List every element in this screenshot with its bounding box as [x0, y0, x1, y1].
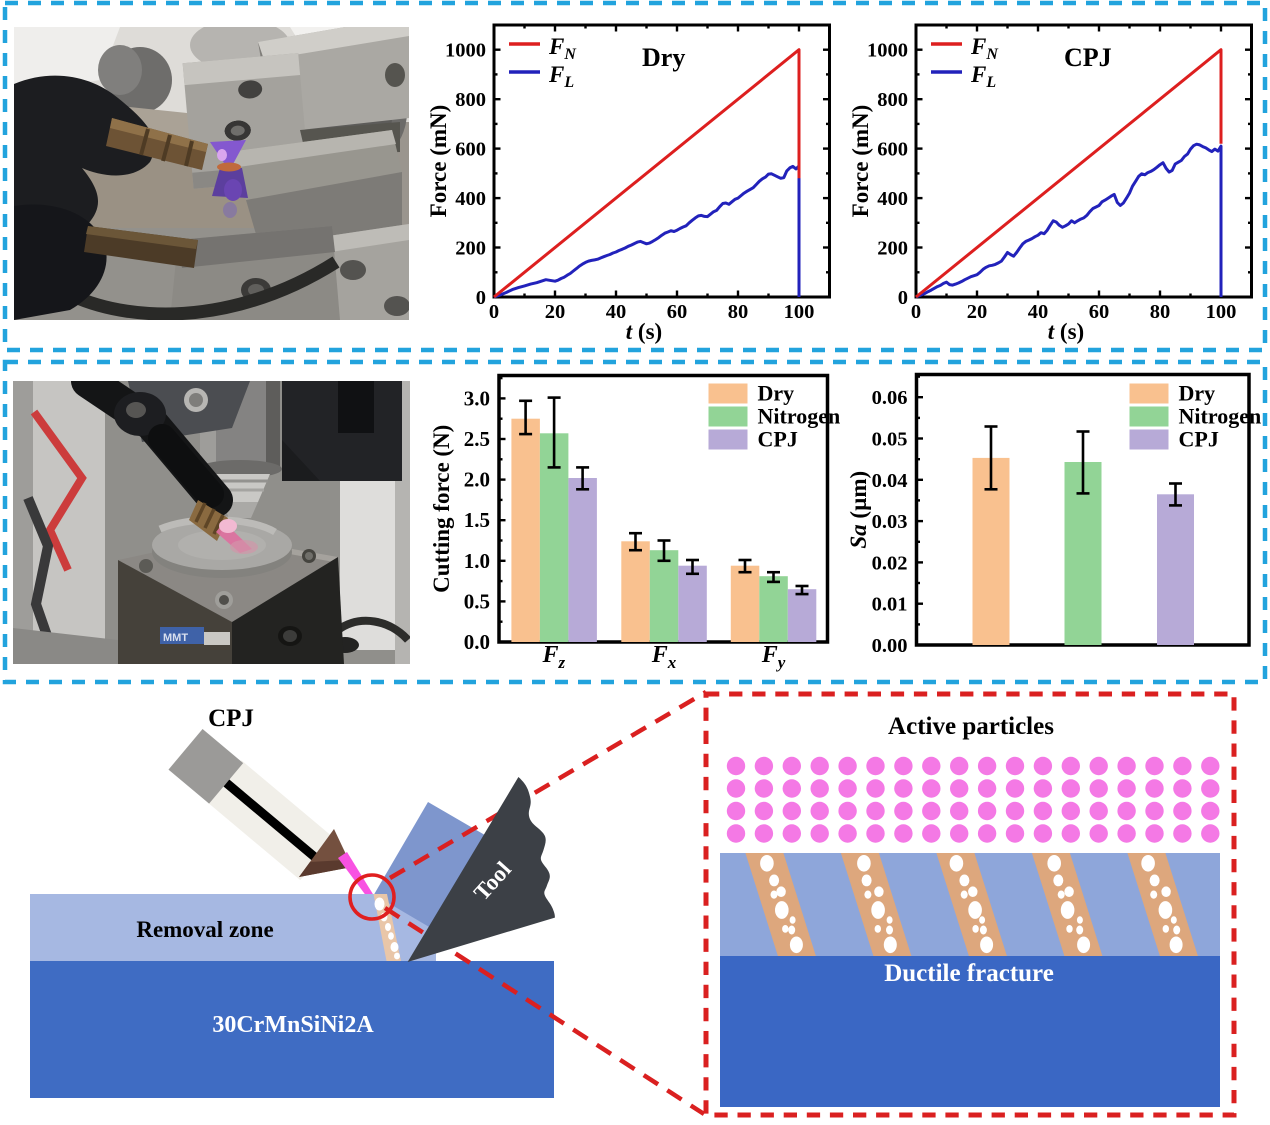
svg-text:Dry: Dry [758, 381, 795, 406]
svg-text:Force (mN): Force (mN) [848, 105, 873, 218]
svg-text:2.0: 2.0 [464, 468, 490, 492]
svg-text:CPJ: CPJ [1064, 43, 1112, 72]
svg-text:0.00: 0.00 [872, 635, 908, 657]
svg-text:100: 100 [784, 301, 815, 323]
svg-text:30CrMnSiNi2A: 30CrMnSiNi2A [212, 1012, 374, 1038]
svg-text:CPJ: CPJ [1179, 427, 1219, 452]
svg-text:1.5: 1.5 [464, 508, 490, 532]
svg-text:800: 800 [877, 89, 908, 111]
svg-text:FN: FN [548, 34, 577, 63]
svg-text:Fz: Fz [541, 642, 565, 672]
svg-text:Dry: Dry [1179, 381, 1216, 406]
svg-text:0: 0 [898, 287, 908, 309]
svg-text:Nitrogen: Nitrogen [1179, 404, 1262, 429]
svg-text:1000: 1000 [867, 40, 908, 62]
svg-text:100: 100 [1206, 301, 1237, 323]
svg-text:600: 600 [877, 139, 908, 161]
svg-text:Force (mN): Force (mN) [426, 105, 451, 218]
svg-text:40: 40 [606, 301, 627, 323]
svg-text:Nitrogen: Nitrogen [758, 404, 841, 429]
svg-text:t (s): t (s) [1048, 319, 1084, 344]
svg-text:0.0: 0.0 [464, 630, 490, 654]
svg-text:Active particles: Active particles [888, 713, 1054, 740]
svg-text:400: 400 [455, 188, 486, 210]
svg-text:Cutting force (N): Cutting force (N) [429, 425, 454, 593]
svg-text:400: 400 [877, 188, 908, 210]
svg-text:80: 80 [1150, 301, 1171, 323]
svg-text:0: 0 [911, 301, 921, 323]
svg-text:0.04: 0.04 [872, 470, 908, 492]
svg-text:Ductile fracture: Ductile fracture [884, 960, 1054, 987]
svg-text:Sa (µm): Sa (µm) [846, 471, 871, 549]
svg-text:0.5: 0.5 [464, 589, 490, 613]
svg-text:0.01: 0.01 [872, 594, 908, 616]
svg-text:80: 80 [728, 301, 749, 323]
svg-text:60: 60 [667, 301, 688, 323]
svg-text:0.02: 0.02 [872, 552, 908, 574]
svg-text:60: 60 [1089, 301, 1110, 323]
svg-text:Dry: Dry [642, 43, 685, 72]
svg-text:20: 20 [967, 301, 988, 323]
svg-text:1000: 1000 [445, 40, 486, 62]
svg-text:0.05: 0.05 [872, 429, 908, 451]
svg-text:20: 20 [545, 301, 566, 323]
svg-text:200: 200 [455, 238, 486, 260]
svg-text:0.06: 0.06 [872, 387, 908, 409]
svg-text:600: 600 [455, 139, 486, 161]
svg-text:t (s): t (s) [626, 319, 662, 344]
svg-text:3.0: 3.0 [464, 386, 490, 410]
svg-text:CPJ: CPJ [208, 705, 254, 732]
svg-text:40: 40 [1028, 301, 1049, 323]
svg-text:200: 200 [877, 238, 908, 260]
svg-text:1.0: 1.0 [464, 549, 490, 573]
svg-text:800: 800 [455, 89, 486, 111]
svg-text:2.5: 2.5 [464, 427, 490, 451]
svg-text:0.03: 0.03 [872, 511, 908, 533]
svg-text:Removal zone: Removal zone [136, 917, 273, 942]
svg-text:CPJ: CPJ [758, 427, 798, 452]
svg-text:0: 0 [489, 301, 499, 323]
svg-text:MMT: MMT [163, 632, 188, 644]
svg-text:0: 0 [476, 287, 486, 309]
